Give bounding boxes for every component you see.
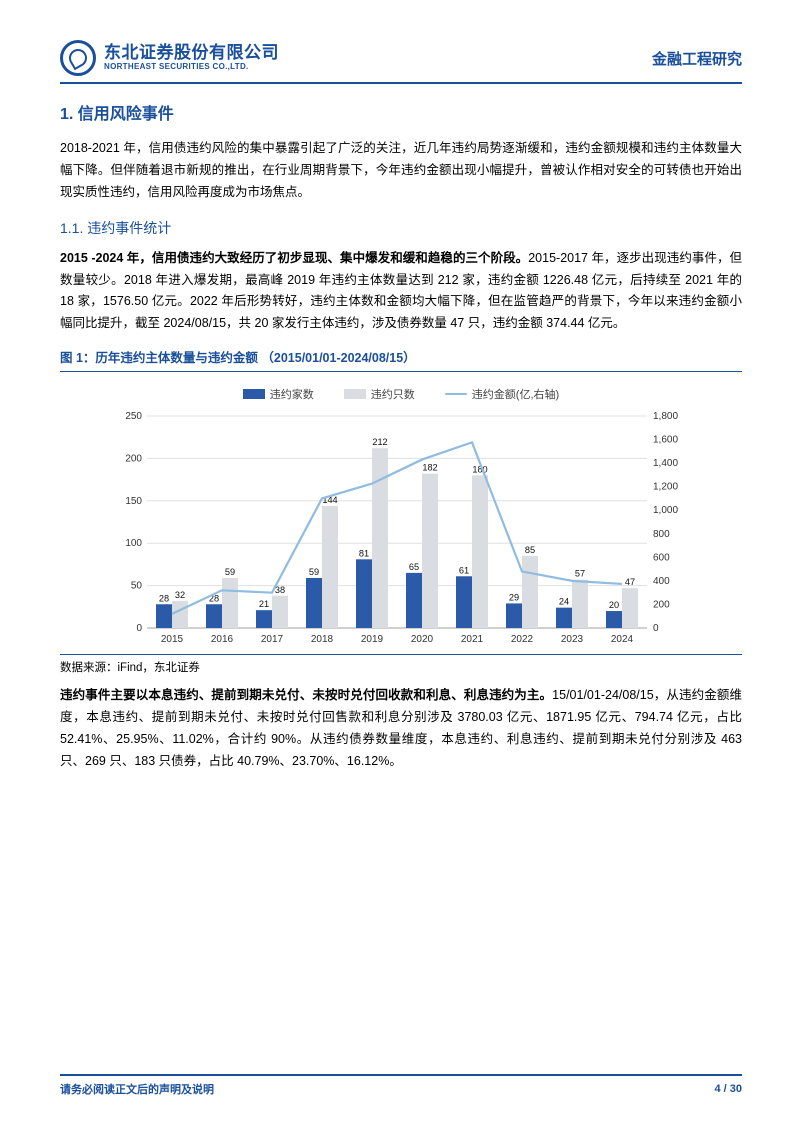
paragraph-stages-lead: 2015 -2024 年，信用债违约大致经历了初步显现、集中爆发和缓和趋稳的三个…	[60, 251, 528, 265]
svg-text:85: 85	[525, 545, 535, 555]
legend-swatch-1	[243, 389, 265, 399]
svg-text:61: 61	[459, 565, 469, 575]
svg-text:212: 212	[372, 437, 387, 447]
svg-text:600: 600	[653, 552, 670, 563]
svg-text:59: 59	[225, 567, 235, 577]
legend-label-2: 违约只数	[371, 386, 415, 402]
svg-text:21: 21	[259, 599, 269, 609]
legend-item-3: 违约金额(亿,右轴)	[445, 386, 559, 402]
legend-label-1: 违约家数	[270, 386, 314, 402]
svg-text:2016: 2016	[211, 634, 234, 645]
svg-text:65: 65	[409, 562, 419, 572]
svg-text:1,600: 1,600	[653, 435, 678, 446]
svg-text:24: 24	[559, 597, 569, 607]
svg-text:2018: 2018	[311, 634, 334, 645]
svg-text:1,800: 1,800	[653, 411, 678, 422]
chart-svg: 0 50 100 150 200 250 0 200 400 600 800 1,000 1,200 1,…	[111, 410, 691, 650]
legend-label-3: 违约金额(亿,右轴)	[472, 386, 559, 402]
page: 东北证券股份有限公司 NORTHEAST SECURITIES CO.,LTD.…	[0, 0, 802, 1133]
svg-text:2023: 2023	[561, 634, 584, 645]
svg-text:800: 800	[653, 529, 670, 540]
svg-text:250: 250	[125, 411, 142, 422]
company-name-cn: 东北证券股份有限公司	[104, 44, 279, 63]
page-number: 4 / 30	[714, 1083, 742, 1095]
footer: 请务必阅读正文后的声明及说明 4 / 30	[60, 1074, 742, 1097]
svg-text:0: 0	[136, 623, 142, 634]
figure-1-title: 图 1：历年违约主体数量与违约金额 （2015/01/01-2024/08/15…	[60, 347, 742, 372]
figure-1-chart: 违约家数 违约只数 违约金额(亿,右轴) 0 50 100 150 200 250 0 200…	[60, 378, 742, 655]
svg-text:150: 150	[125, 496, 142, 507]
svg-text:2021: 2021	[461, 634, 484, 645]
company-logo-icon	[60, 40, 96, 76]
svg-text:2024: 2024	[611, 634, 634, 645]
company-name-en: NORTHEAST SECURITIES CO.,LTD.	[104, 63, 279, 72]
paragraph-intro: 2018-2021 年，信用债违约风险的集中暴露引起了广泛的关注，近几年违约局势…	[60, 138, 742, 204]
svg-text:28: 28	[159, 593, 169, 603]
section-1-1-title: 1.1. 违约事件统计	[60, 218, 742, 238]
paragraph-types: 违约事件主要以本息违约、提前到期未兑付、未按时兑付回收款和利息、利息违约为主。1…	[60, 685, 742, 773]
svg-text:2022: 2022	[511, 634, 534, 645]
svg-text:2015: 2015	[161, 634, 184, 645]
paragraph-types-lead: 违约事件主要以本息违约、提前到期未兑付、未按时兑付回收款和利息、利息违约为主。	[60, 688, 552, 702]
svg-text:2017: 2017	[261, 634, 284, 645]
legend-item-2: 违约只数	[344, 386, 415, 402]
svg-text:81: 81	[359, 548, 369, 558]
svg-text:50: 50	[131, 581, 143, 592]
svg-text:32: 32	[175, 590, 185, 600]
svg-text:1,400: 1,400	[653, 458, 678, 469]
svg-text:2020: 2020	[411, 634, 434, 645]
legend-swatch-2	[344, 389, 366, 399]
legend-item-1: 违约家数	[243, 386, 314, 402]
svg-text:200: 200	[653, 600, 670, 611]
svg-text:1,000: 1,000	[653, 505, 678, 516]
svg-text:0: 0	[653, 623, 659, 634]
legend-swatch-3	[445, 393, 467, 395]
svg-text:1,200: 1,200	[653, 482, 678, 493]
section-1-title: 1. 信用风险事件	[60, 100, 742, 124]
paragraph-stages: 2015 -2024 年，信用债违约大致经历了初步显现、集中爆发和缓和趋稳的三个…	[60, 248, 742, 336]
svg-text:47: 47	[625, 577, 635, 587]
svg-text:400: 400	[653, 576, 670, 587]
header: 东北证券股份有限公司 NORTHEAST SECURITIES CO.,LTD.…	[60, 40, 742, 84]
svg-text:200: 200	[125, 454, 142, 465]
svg-text:57: 57	[575, 569, 585, 579]
svg-text:100: 100	[125, 538, 142, 549]
svg-text:182: 182	[422, 463, 437, 473]
figure-1-source: 数据来源：iFind，东北证券	[60, 659, 742, 675]
footer-disclaimer: 请务必阅读正文后的声明及说明	[60, 1081, 214, 1097]
chart-legend: 违约家数 违约只数 违约金额(亿,右轴)	[111, 386, 691, 402]
svg-text:20: 20	[609, 600, 619, 610]
header-category: 金融工程研究	[652, 48, 742, 69]
svg-text:59: 59	[309, 567, 319, 577]
svg-text:29: 29	[509, 593, 519, 603]
svg-text:2019: 2019	[361, 634, 384, 645]
logo-block: 东北证券股份有限公司 NORTHEAST SECURITIES CO.,LTD.	[60, 40, 279, 76]
